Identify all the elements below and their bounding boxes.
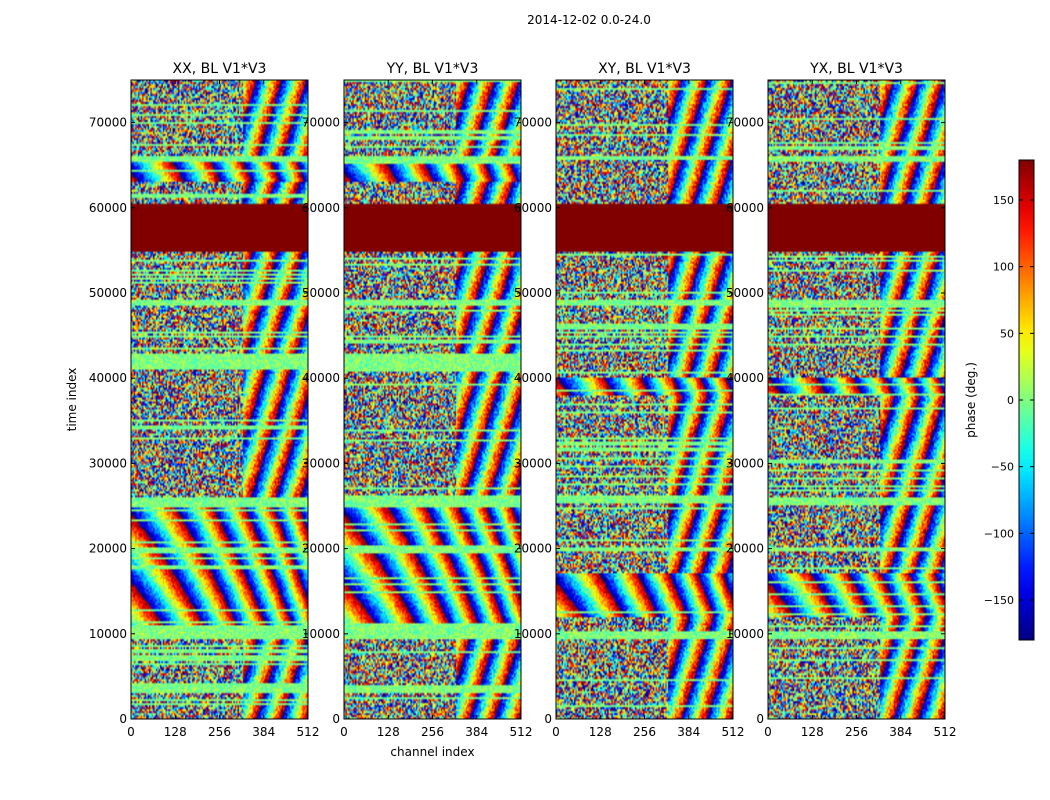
y-tick-label: 70000 — [89, 116, 127, 130]
y-tick-label: 0 — [119, 712, 127, 726]
x-tick-label: 0 — [127, 725, 135, 739]
y-tick-label: 60000 — [89, 201, 127, 215]
x-tick-label: 512 — [722, 725, 745, 739]
x-tick-label: 128 — [589, 725, 612, 739]
panel-title: YX, BL V1*V3 — [809, 61, 903, 77]
y-tick-label: 50000 — [726, 286, 764, 300]
x-tick-label: 384 — [889, 725, 912, 739]
y-tick-label: 60000 — [514, 201, 552, 215]
colorbar-tick-label: −150 — [984, 594, 1014, 607]
y-tick-label: 50000 — [514, 286, 552, 300]
y-tick-label: 40000 — [726, 371, 764, 385]
heatmap-image — [131, 80, 308, 719]
y-tick-label: 50000 — [302, 286, 340, 300]
y-tick-label: 30000 — [89, 456, 127, 470]
colorbar-tick-label: 150 — [993, 194, 1014, 207]
y-tick-label: 10000 — [89, 627, 127, 641]
colorbar-tick-label: 0 — [1007, 394, 1014, 407]
colorbar-tick-label: −50 — [991, 461, 1014, 474]
colorbar-tick-label: −100 — [984, 527, 1014, 540]
x-tick-label: 384 — [677, 725, 700, 739]
panel-title: YY, BL V1*V3 — [386, 61, 479, 77]
y-tick-label: 30000 — [726, 456, 764, 470]
y-tick-label: 70000 — [302, 116, 340, 130]
y-tick-label: 10000 — [302, 627, 340, 641]
x-tick-label: 0 — [552, 725, 560, 739]
x-tick-label: 256 — [633, 725, 656, 739]
y-tick-label: 0 — [332, 712, 340, 726]
y-tick-label: 30000 — [514, 456, 552, 470]
x-tick-label: 0 — [764, 725, 772, 739]
x-tick-label: 384 — [465, 725, 488, 739]
x-tick-label: 256 — [208, 725, 231, 739]
colorbar-label: phase (deg.) — [964, 362, 978, 438]
figure-suptitle: 2014-12-02 0.0-24.0 — [527, 13, 651, 27]
y-tick-label: 70000 — [726, 116, 764, 130]
y-tick-label: 0 — [756, 712, 764, 726]
panel-2: YY, BL V1*V3 0 128 256 384 512 0 10000 20000 3000… — [302, 61, 533, 759]
y-tick-label: 20000 — [726, 542, 764, 556]
x-tick-label: 256 — [845, 725, 868, 739]
panel-3: XY, BL V1*V3 0 128 256 384 512 0 10000 20000 3000… — [514, 61, 745, 739]
panel-title: XX, BL V1*V3 — [173, 61, 267, 77]
y-tick-label: 40000 — [89, 371, 127, 385]
x-tick-label: 128 — [801, 725, 824, 739]
panel-title: XY, BL V1*V3 — [598, 61, 691, 77]
panel-1: XX, BL V1*V3 0 128 256 384 512 0 10000 20000 3000… — [65, 61, 319, 739]
x-tick-label: 512 — [934, 725, 957, 739]
x-tick-label: 0 — [340, 725, 348, 739]
x-tick-label: 384 — [252, 725, 275, 739]
y-tick-label: 30000 — [302, 456, 340, 470]
colorbar-tick-label: 100 — [993, 261, 1014, 274]
y-axis-label: time index — [65, 368, 79, 432]
y-tick-label: 60000 — [302, 201, 340, 215]
y-tick-label: 10000 — [514, 627, 552, 641]
x-tick-label: 128 — [377, 725, 400, 739]
y-tick-label: 20000 — [302, 542, 340, 556]
y-tick-label: 10000 — [726, 627, 764, 641]
colorbar: −150 −100 −50 0 50 100 150 phase (deg.) — [964, 159, 1035, 641]
colorbar-tick-label: 50 — [1000, 327, 1014, 340]
heatmap-image — [768, 80, 945, 719]
y-tick-label: 50000 — [89, 286, 127, 300]
y-tick-label: 20000 — [89, 542, 127, 556]
y-tick-label: 0 — [544, 712, 552, 726]
panel-4: YX, BL V1*V3 0 128 256 384 512 0 10000 20000 3000… — [726, 61, 957, 739]
y-tick-label: 20000 — [514, 542, 552, 556]
x-axis-label: channel index — [390, 745, 474, 759]
heatmap-image — [556, 80, 733, 719]
x-tick-label: 128 — [164, 725, 187, 739]
y-tick-label: 70000 — [514, 116, 552, 130]
y-tick-label: 40000 — [514, 371, 552, 385]
x-tick-label: 512 — [510, 725, 533, 739]
x-tick-label: 256 — [421, 725, 444, 739]
heatmap-image — [344, 80, 521, 719]
y-tick-label: 60000 — [726, 201, 764, 215]
y-tick-label: 40000 — [302, 371, 340, 385]
x-tick-label: 512 — [297, 725, 320, 739]
